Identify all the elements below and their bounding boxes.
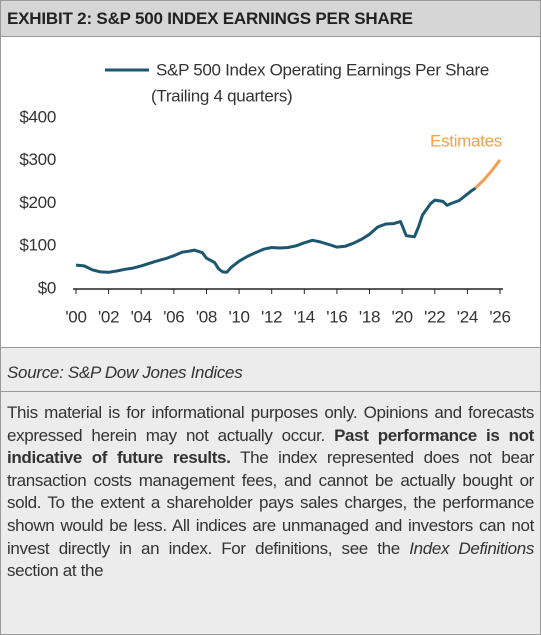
y-tick-label: $300 [19, 150, 56, 169]
x-tick-label: '04 [131, 307, 152, 326]
x-tick-label: '20 [392, 307, 413, 326]
disclaimer-text: section at the [7, 561, 104, 581]
series-line [474, 158, 502, 190]
x-tick-label: '00 [65, 307, 86, 326]
x-tick-label: '14 [294, 307, 315, 326]
disclaimer-bold: Past performance is not indicative of fu… [7, 425, 534, 468]
exhibit-title: EXHIBIT 2: S&P 500 INDEX EARNINGS PER SH… [1, 1, 540, 37]
x-tick-label: '10 [228, 307, 249, 326]
annotation: Estimates [430, 131, 502, 150]
y-tick-label: $100 [19, 236, 56, 255]
source-note: Source: S&P Dow Jones Indices [1, 348, 540, 392]
x-tick-label: '24 [457, 307, 478, 326]
disclaimer: This material is for informational purpo… [1, 392, 540, 583]
x-tick-label: '12 [261, 307, 282, 326]
legend-note: (Trailing 4 quarters) [151, 86, 292, 105]
disclaimer-link: Index Definitions [409, 538, 535, 558]
series-line [75, 186, 477, 274]
y-tick-label: $0 [38, 278, 56, 297]
disclaimer-text: The index represented does not bear tran… [7, 448, 534, 558]
y-tick-label: $200 [19, 193, 56, 212]
x-tick-label: '16 [326, 307, 347, 326]
x-tick-label: '26 [489, 307, 510, 326]
footer: Source: S&P Dow Jones Indices This mater… [1, 347, 540, 634]
y-tick-label: $400 [19, 107, 56, 126]
x-tick-label: '06 [163, 307, 184, 326]
x-tick-label: '22 [424, 307, 445, 326]
x-tick-label: '18 [359, 307, 380, 326]
chart: $0 $100 $200 $300 $400 '00 '02 '04 '06 '08 '10 '12 '… [19, 60, 511, 326]
legend-label: S&P 500 Index Operating Earnings Per Sha… [156, 60, 489, 79]
x-tick-label: '08 [196, 307, 217, 326]
disclaimer-text: This material is for informational purpo… [7, 403, 534, 445]
x-tick-label: '02 [98, 307, 119, 326]
